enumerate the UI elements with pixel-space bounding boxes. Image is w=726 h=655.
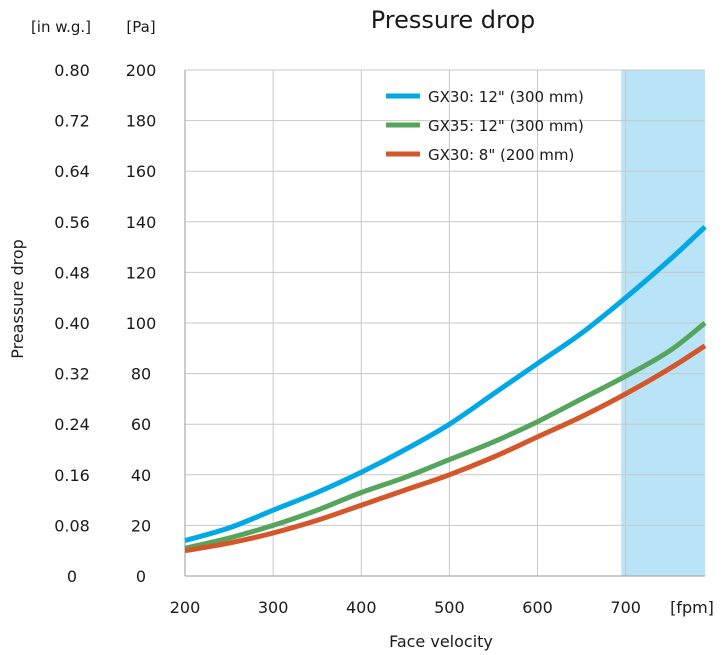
y-tick-pa: 200 bbox=[126, 61, 157, 80]
y-tick-pa: 20 bbox=[131, 516, 151, 535]
x-tick: 700 bbox=[610, 598, 641, 617]
y-tick-inwg: 0 bbox=[67, 567, 77, 586]
y-tick-inwg: 0.56 bbox=[54, 213, 90, 232]
y-tick-inwg: 0.80 bbox=[54, 61, 90, 80]
x-tick: 300 bbox=[258, 598, 289, 617]
y-tick-inwg: 0.48 bbox=[54, 263, 90, 282]
y-unit-left: [in w.g.] bbox=[31, 18, 91, 36]
x-tick: 600 bbox=[522, 598, 553, 617]
y-unit-right: [Pa] bbox=[126, 18, 155, 36]
series-line-1 bbox=[184, 225, 707, 544]
y-tick-pa: 80 bbox=[131, 365, 151, 384]
y-tick-pa: 0 bbox=[136, 567, 146, 586]
y-tick-pa: 160 bbox=[126, 162, 157, 181]
legend: GX30: 12" (300 mm) GX35: 12" (300 mm) GX30… bbox=[386, 88, 584, 164]
x-tick: 200 bbox=[170, 598, 201, 617]
y-tick-inwg: 0.32 bbox=[54, 365, 90, 384]
y-tick-pa: 100 bbox=[126, 314, 157, 333]
series-line-3 bbox=[184, 343, 707, 554]
x-unit-label: [fpm] bbox=[670, 598, 714, 617]
x-tick: 400 bbox=[346, 598, 377, 617]
y-tick-pa: 40 bbox=[131, 466, 151, 485]
series-line-2 bbox=[184, 321, 707, 551]
y-axis-label: Preassure drop bbox=[8, 239, 27, 359]
y-tick-pa: 140 bbox=[126, 213, 157, 232]
x-tick: 500 bbox=[434, 598, 465, 617]
y-tick-inwg: 0.08 bbox=[54, 516, 90, 535]
y-tick-inwg: 0.64 bbox=[54, 162, 90, 181]
legend-label-3: GX30: 8" (200 mm) bbox=[428, 146, 574, 164]
legend-label-1: GX30: 12" (300 mm) bbox=[428, 88, 584, 106]
y-tick-inwg: 0.72 bbox=[54, 112, 90, 131]
chart-title: Pressure drop bbox=[371, 6, 536, 34]
y-tick-pa: 120 bbox=[126, 263, 157, 282]
y-tick-pa: 180 bbox=[126, 112, 157, 131]
legend-label-2: GX35: 12" (300 mm) bbox=[428, 117, 584, 135]
y-tick-inwg: 0.16 bbox=[54, 466, 90, 485]
y-tick-inwg: 0.40 bbox=[54, 314, 90, 333]
x-axis-label: Face velocity bbox=[389, 632, 493, 651]
y-tick-inwg: 0.24 bbox=[54, 415, 90, 434]
y-tick-pa: 60 bbox=[131, 415, 151, 434]
